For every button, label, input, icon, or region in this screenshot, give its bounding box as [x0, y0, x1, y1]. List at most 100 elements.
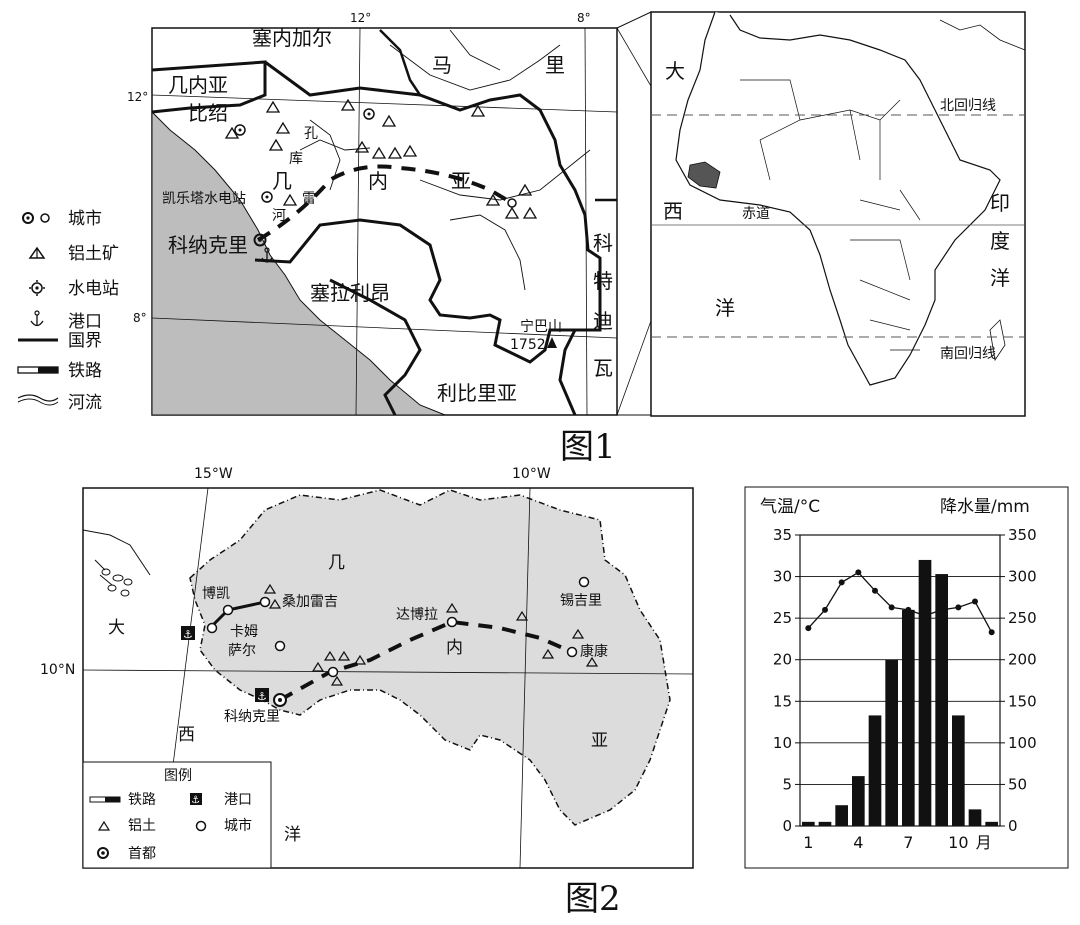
temperature-point — [838, 579, 845, 586]
right-tick-label: 0 — [1008, 817, 1018, 835]
city-dabola: 达博拉 — [396, 606, 438, 623]
legend-title: 图例 — [164, 768, 192, 784]
lat-12: 12° — [127, 90, 148, 104]
fig2-guinea-map: ⚓ ⚓ 15°W 10°W 10°N 几 内 亚 大 西 洋 博凯 桑加雷吉 卡… — [40, 466, 694, 869]
label-cote-1: 科 — [593, 231, 613, 255]
label-guinea-1: 几 — [272, 169, 292, 193]
precip-bar — [835, 805, 848, 826]
port-boke-icon: ⚓ — [181, 626, 195, 641]
right-tick-label: 50 — [1008, 775, 1027, 793]
fig2-guinea-2: 内 — [446, 638, 463, 658]
legend-border: 国界 — [68, 331, 102, 351]
legend2-city: 城市 — [224, 817, 252, 834]
precip-bar — [985, 821, 998, 826]
capital-conakry-icon — [273, 693, 287, 707]
svg-text:⚓: ⚓ — [183, 628, 193, 641]
label-mali-2: 里 — [545, 53, 565, 77]
precip-bar — [818, 821, 832, 826]
temperature-point — [872, 587, 878, 594]
atlantic-3: 洋 — [715, 296, 735, 320]
bauxite-marks — [224, 98, 538, 219]
temperature-point — [955, 604, 962, 611]
railway-line-icon — [17, 366, 59, 374]
x-tick-label: 10 — [948, 833, 968, 852]
x-tick-label: 7 — [903, 833, 913, 852]
indian-1: 印 — [990, 191, 1010, 215]
indian-2: 度 — [990, 229, 1010, 253]
port-anchor-icon — [30, 310, 44, 327]
x-unit-label: 月 — [976, 833, 992, 852]
label-cote-3: 迪 — [593, 309, 613, 333]
peak-name: 宁巴山 — [520, 318, 562, 335]
precip-bar — [935, 574, 948, 826]
label-kaleta: 凯乐塔水电站 — [162, 191, 246, 207]
tropic-capricorn: 南回归线 — [940, 345, 996, 362]
city-kamsar-1: 卡姆 — [230, 624, 258, 640]
guinea-territory — [189, 489, 671, 826]
fig2-bauxite-marks — [263, 583, 599, 686]
indian-3: 洋 — [990, 266, 1010, 290]
left-tick-label: 20 — [773, 651, 792, 669]
river-konkoure-1: 孔 — [304, 126, 318, 142]
left-tick-label: 10 — [773, 734, 792, 752]
left-tick-label: 30 — [773, 568, 792, 586]
temperature-point — [972, 598, 978, 605]
label-senegal: 塞内加尔 — [252, 26, 332, 50]
atlantic-2: 西 — [663, 199, 683, 223]
guinea-highlight — [687, 161, 721, 189]
temperature-point — [922, 612, 928, 619]
city-siguiri: 锡吉里 — [560, 593, 602, 609]
left-tick-label: 5 — [782, 775, 792, 793]
label-mali-1: 马 — [432, 53, 452, 77]
right-tick-label: 300 — [1008, 568, 1037, 586]
fig2-guinea-1: 几 — [328, 553, 345, 573]
precip-bar — [902, 609, 915, 826]
legend-railway: 铁路 — [68, 361, 102, 381]
river-konkoure-3: 雷 — [302, 191, 316, 207]
label-conakry: 科纳克里 — [168, 233, 248, 257]
label-cote-2: 特 — [593, 269, 613, 293]
equator: 赤道 — [742, 206, 770, 222]
left-tick-label: 15 — [773, 692, 792, 710]
fig2-ocean-1: 大 — [108, 618, 125, 638]
port-conakry-icon: ⚓ — [255, 688, 269, 703]
river-konkoure-2: 库 — [289, 151, 303, 167]
fig1-africa-inset: 大 西 洋 印 度 洋 北回归线 赤道 南回归线 — [650, 11, 1026, 417]
precip-bar — [868, 715, 882, 826]
legend2-railway: 铁路 — [128, 792, 156, 808]
legend-port: 港口 — [68, 312, 102, 332]
legend2-port: 港口 — [224, 792, 252, 808]
precip-bar — [885, 659, 898, 826]
fig2-guinea-3: 亚 — [591, 731, 608, 751]
fig1-legend: 城市 铝土矿 水电站 港口 国界 铁路 河流 — [17, 209, 119, 413]
right-tick-label: 200 — [1008, 651, 1037, 669]
city-symbol-icon — [22, 212, 34, 224]
label-cote-4: 瓦 — [593, 356, 613, 380]
svg-text:⚓: ⚓ — [257, 690, 267, 703]
lon-10w: 10°W — [512, 466, 551, 482]
label-sierra-leone: 塞拉利昂 — [310, 281, 390, 305]
chart-plot-area — [799, 534, 1001, 827]
city-sangaredi: 桑加雷吉 — [282, 594, 338, 610]
label-guinea-bissau-1: 几内亚 — [168, 73, 228, 97]
railway-line — [256, 164, 514, 242]
peak-elevation: 1752 — [510, 337, 546, 353]
legend-river: 河流 — [68, 393, 102, 413]
precip-bar — [968, 809, 982, 826]
river-line-icon — [17, 394, 59, 402]
chart-left-axis-label: 气温/°C — [760, 497, 820, 517]
legend2-bauxite: 铝土 — [128, 818, 156, 834]
fig2-legend: 图例 铁路 ⚓ 港口 铝土 城市 首都 — [82, 761, 272, 869]
right-tick-label: 150 — [1008, 692, 1037, 710]
temperature-point — [938, 606, 945, 613]
temperature-point — [988, 629, 995, 636]
ocean-area — [151, 110, 446, 416]
x-tick-label: 1 — [803, 833, 813, 852]
left-tick-label: 0 — [782, 817, 792, 835]
fig2-ocean-2: 西 — [178, 725, 195, 745]
precip-bar — [952, 715, 965, 826]
fig1-caption: 图1 — [560, 427, 616, 467]
hydropower-icon — [29, 280, 45, 296]
